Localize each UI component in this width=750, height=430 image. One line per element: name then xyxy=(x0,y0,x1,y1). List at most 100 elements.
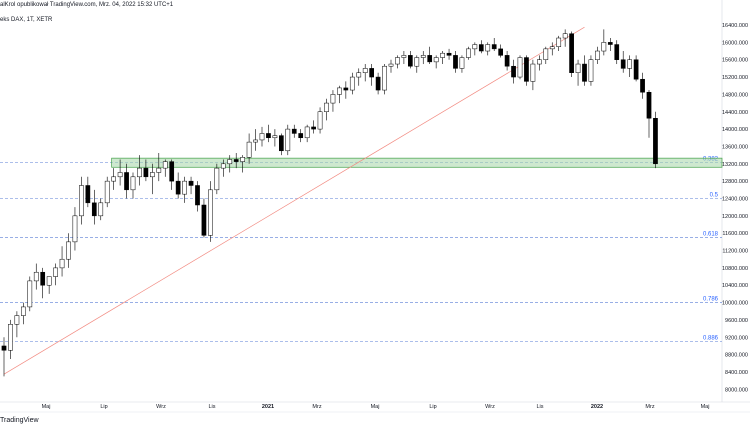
candle-body xyxy=(1,345,7,351)
y-tick-label: 8000.000 xyxy=(725,387,748,393)
x-tick-label: Mrz xyxy=(312,404,321,410)
candle-body xyxy=(85,185,91,204)
candle-body xyxy=(246,141,252,158)
candle-body xyxy=(440,52,445,58)
candle-body xyxy=(111,176,117,182)
y-tick-label: 11600.000 xyxy=(722,231,748,237)
candle-body xyxy=(614,44,620,60)
candle-body xyxy=(446,52,452,56)
y-tick-label: 12000.000 xyxy=(722,214,748,220)
x-tick-label: Maj xyxy=(701,404,710,410)
candle-body xyxy=(337,87,342,95)
candle-body xyxy=(562,33,568,39)
candle-body xyxy=(453,55,458,69)
y-tick-label: 9600.000 xyxy=(725,318,748,324)
candle-body xyxy=(517,57,523,78)
candle-body xyxy=(117,172,123,178)
candle-body xyxy=(137,167,142,178)
candle-body xyxy=(395,57,400,65)
candle-body xyxy=(188,180,194,186)
candle-body xyxy=(369,68,374,78)
fib-level-label: 0.5 xyxy=(710,192,719,198)
fib-level-label: 0.618 xyxy=(703,232,719,238)
y-tick-label: 10000.000 xyxy=(722,301,748,307)
candle-body xyxy=(607,42,613,45)
fib-level-label: 0.786 xyxy=(703,297,719,303)
candle-body xyxy=(653,118,658,165)
candle-body xyxy=(150,172,155,178)
candle-body xyxy=(349,76,355,91)
x-tick-label: Maj xyxy=(42,404,51,410)
candle-body xyxy=(485,44,491,52)
y-tick-label: 8400.000 xyxy=(725,370,748,376)
candle-body xyxy=(208,189,213,236)
support-zone[interactable] xyxy=(111,157,723,168)
candle-body xyxy=(91,202,97,217)
candle-body xyxy=(98,202,104,217)
candle-body xyxy=(627,59,632,69)
candle-body xyxy=(414,57,420,67)
candle-body xyxy=(104,180,110,204)
x-tick-label: Wrz xyxy=(156,404,166,410)
candle-body xyxy=(498,48,503,56)
y-tick-label: 16400.000 xyxy=(722,23,748,29)
trendline[interactable] xyxy=(3,26,585,375)
candle-body xyxy=(66,241,71,260)
candle-body xyxy=(253,139,258,143)
candle-body xyxy=(304,126,310,139)
candle-body xyxy=(240,157,246,162)
x-tick-label: 2022 xyxy=(591,404,603,410)
x-tick-label: Lis xyxy=(536,404,543,410)
candle-body xyxy=(420,55,426,58)
candle-body xyxy=(259,133,265,141)
y-tick-label: 13600.000 xyxy=(722,144,748,150)
y-tick-label: 14800.000 xyxy=(722,92,748,98)
candle-body xyxy=(511,65,516,78)
y-tick-label: 9200.000 xyxy=(725,335,748,341)
candle-body xyxy=(427,55,433,63)
candle-body xyxy=(298,133,304,139)
y-tick-label: 15200.000 xyxy=(722,75,748,81)
candle-body xyxy=(388,63,394,67)
candle-body xyxy=(14,315,20,325)
candle-body xyxy=(401,55,407,58)
candle-body xyxy=(233,159,239,162)
candle-body xyxy=(156,167,162,173)
candle-body xyxy=(195,185,200,206)
y-tick-label: 10400.000 xyxy=(722,283,748,289)
candle-body xyxy=(646,91,652,119)
candle-body xyxy=(478,44,484,52)
y-tick-label: 8800.000 xyxy=(725,353,748,359)
candle-body xyxy=(266,133,271,139)
candle-body xyxy=(175,180,181,195)
candle-body xyxy=(330,94,336,104)
candle-body xyxy=(433,57,439,63)
x-tick-label: Wrz xyxy=(485,404,495,410)
candle-body xyxy=(582,63,587,82)
candle-body xyxy=(46,276,52,286)
y-tick-label: 15600.000 xyxy=(722,58,748,64)
tradingview-brand: TradingView xyxy=(0,417,39,424)
candle-body xyxy=(169,161,175,182)
candle-body xyxy=(640,78,645,93)
candle-body xyxy=(124,172,129,191)
candle-body xyxy=(279,135,284,152)
y-tick-label: 14000.000 xyxy=(722,127,748,133)
candle-body xyxy=(59,258,65,269)
candle-body xyxy=(27,280,33,308)
candle-body xyxy=(375,76,381,91)
candle-body xyxy=(182,180,187,195)
candle-body xyxy=(53,267,58,277)
candle-body xyxy=(311,126,316,130)
candle-body xyxy=(530,63,536,82)
candle-body xyxy=(79,185,84,217)
x-tick-label: Lip xyxy=(100,404,107,410)
y-tick-label: 12800.000 xyxy=(722,179,748,185)
candle-body xyxy=(272,135,278,139)
candle-body xyxy=(33,271,39,282)
candle-body xyxy=(543,48,549,60)
candle-body xyxy=(324,102,329,113)
candle-body xyxy=(130,176,136,191)
x-tick-label: Mrz xyxy=(645,404,654,410)
